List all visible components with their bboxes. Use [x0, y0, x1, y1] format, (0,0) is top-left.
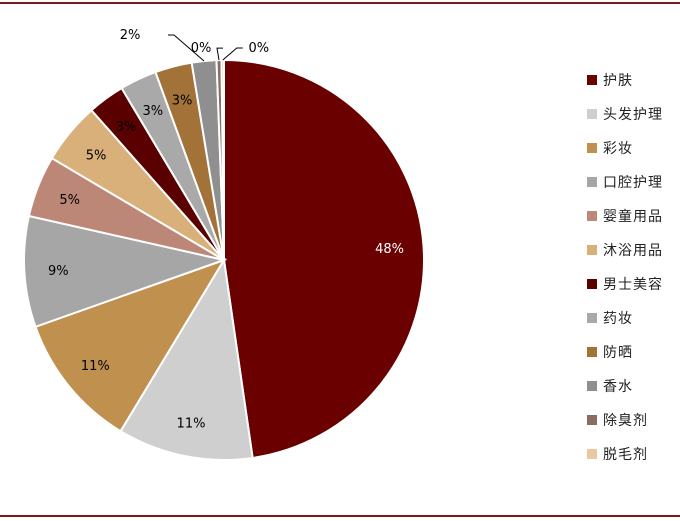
- leader-line: [222, 47, 243, 61]
- legend-swatch: [587, 449, 597, 459]
- legend-label: 脱毛剂: [603, 447, 648, 463]
- pie-slice: [23, 214, 228, 329]
- legend-swatch: [587, 177, 597, 187]
- legend-item: 香水: [587, 369, 663, 403]
- pie-slice: [220, 58, 225, 261]
- legend-item: 婴童用品: [587, 199, 663, 233]
- legend-swatch: [587, 381, 597, 391]
- legend-item: 彩妆: [587, 131, 663, 165]
- legend-swatch: [587, 109, 597, 119]
- data-label: 3%: [142, 104, 163, 119]
- pie-slice: [119, 257, 254, 461]
- data-label: 5%: [86, 148, 107, 163]
- legend-label: 男士美容: [603, 277, 663, 293]
- legend-swatch: [587, 415, 597, 425]
- pie-slice: [223, 58, 425, 460]
- data-label: 11%: [81, 359, 110, 374]
- legend-swatch: [587, 313, 597, 323]
- data-label: 11%: [177, 417, 206, 432]
- legend-label: 头发护理: [603, 107, 663, 123]
- legend-label: 香水: [603, 379, 633, 395]
- legend-label: 护肤: [603, 73, 633, 89]
- legend-item: 防晒: [587, 335, 663, 369]
- legend: 护肤 头发护理 彩妆 口腔护理 婴童用品 沐浴用品 男士美容 药妆 防晒 香水 …: [587, 63, 663, 471]
- data-label: 3%: [172, 93, 193, 108]
- bottom-rule: [0, 515, 680, 517]
- data-label: 0%: [191, 41, 212, 56]
- legend-label: 彩妆: [603, 141, 633, 157]
- top-rule: [0, 2, 680, 4]
- legend-swatch: [587, 211, 597, 221]
- legend-swatch: [587, 279, 597, 289]
- legend-item: 护肤: [587, 63, 663, 97]
- legend-item: 头发护理: [587, 97, 663, 131]
- pie-slice: [34, 258, 227, 433]
- data-label: 48%: [375, 242, 404, 257]
- legend-item: 脱毛剂: [587, 437, 663, 471]
- data-label: 9%: [48, 264, 69, 279]
- legend-item: 药妆: [587, 301, 663, 335]
- legend-label: 除臭剂: [603, 413, 648, 429]
- legend-item: 口腔护理: [587, 165, 663, 199]
- legend-swatch: [587, 245, 597, 255]
- legend-label: 沐浴用品: [603, 243, 663, 259]
- legend-label: 婴童用品: [603, 209, 663, 225]
- data-label: 5%: [59, 193, 80, 208]
- legend-item: 除臭剂: [587, 403, 663, 437]
- legend-swatch: [587, 143, 597, 153]
- leader-line: [168, 34, 205, 62]
- data-label: 0%: [248, 41, 269, 56]
- legend-item: 沐浴用品: [587, 233, 663, 267]
- legend-swatch: [587, 347, 597, 357]
- legend-label: 防晒: [603, 345, 633, 361]
- data-label: 3%: [116, 120, 137, 135]
- legend-swatch: [587, 75, 597, 85]
- leader-line: [216, 47, 223, 61]
- data-label: 2%: [120, 28, 141, 43]
- legend-label: 口腔护理: [603, 175, 663, 191]
- legend-item: 男士美容: [587, 267, 663, 301]
- legend-label: 药妆: [603, 311, 633, 327]
